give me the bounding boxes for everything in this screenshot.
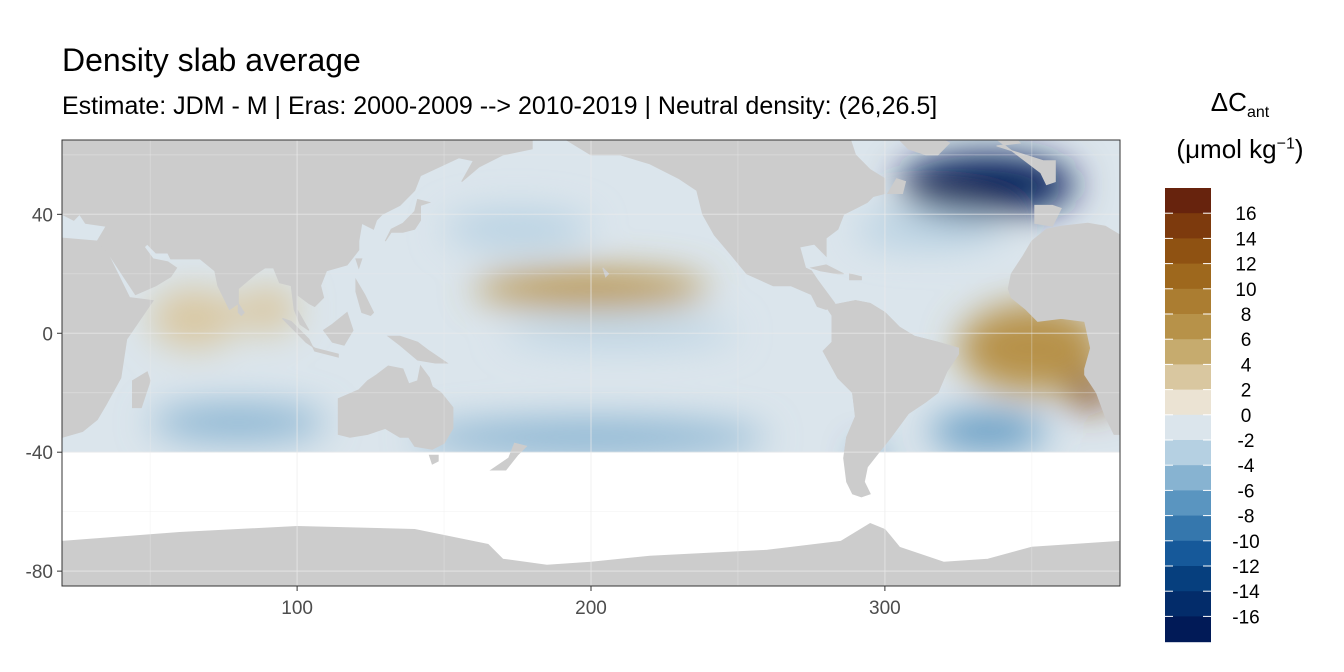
legend-label: -2: [1238, 431, 1255, 452]
legend-label: 12: [1235, 255, 1256, 276]
legend-label: -8: [1238, 507, 1255, 528]
legend-label: 0: [1241, 406, 1252, 427]
legend-label: 10: [1235, 280, 1256, 301]
legend-swatch: [1165, 188, 1211, 214]
color-legend: 16 14 12 10 8 6 4 2 0 -2 -4 -6 -8 -10 -12 -14 -16: [1165, 188, 1260, 642]
legend-swatch: [1165, 591, 1211, 617]
legend-label: 14: [1235, 229, 1257, 250]
legend-swatch: [1165, 213, 1211, 239]
field-south-atlantic: [929, 414, 1047, 450]
map-panel: [62, 137, 1120, 601]
field-north-atlantic-gyre: [856, 211, 1003, 247]
legend-swatch: [1165, 314, 1211, 340]
legend-label: -4: [1238, 456, 1255, 477]
legend-swatch: [1165, 566, 1211, 592]
y-axis: 40 0 -40 -80: [26, 205, 62, 583]
legend-swatch: [1165, 289, 1211, 315]
x-tick-label: 300: [869, 598, 901, 619]
legend-swatch: [1165, 390, 1211, 416]
legend-swatch: [1165, 364, 1211, 390]
x-tick-label: 200: [575, 598, 607, 619]
legend-swatch: [1165, 440, 1211, 466]
y-tick-label: -40: [26, 443, 53, 464]
legend-label: 8: [1241, 305, 1252, 326]
field-south-indian: [150, 405, 326, 441]
x-axis: 100 200 300: [281, 586, 900, 619]
legend-swatch: [1165, 541, 1211, 567]
field-bay-of-bengal: [238, 286, 297, 334]
field-north-pacific-subtropics: [444, 211, 591, 247]
legend-swatch: [1165, 339, 1211, 365]
legend-label: 6: [1241, 330, 1252, 351]
legend-label: -12: [1232, 557, 1259, 578]
legend-label: 4: [1241, 355, 1252, 376]
y-tick-label: 40: [32, 205, 53, 226]
y-tick-label: -80: [26, 562, 53, 583]
y-tick-label: 0: [42, 324, 53, 345]
x-tick-label: 100: [281, 598, 313, 619]
legend-swatch: [1165, 465, 1211, 491]
legend-label: -6: [1238, 481, 1255, 502]
legend-swatch: [1165, 490, 1211, 516]
chart-svg: 100 200 300 400-40-80 1614121086420-2-4-6-…: [0, 0, 1344, 672]
legend-swatch: [1165, 238, 1211, 264]
legend-swatch: [1165, 264, 1211, 290]
legend-label: 16: [1235, 204, 1256, 225]
legend-swatch: [1165, 516, 1211, 542]
legend-label: -10: [1232, 532, 1259, 553]
legend-label: 2: [1241, 381, 1252, 402]
legend-label: -14: [1232, 582, 1260, 603]
legend-swatch: [1165, 415, 1211, 441]
legend-swatch: [1165, 616, 1211, 642]
legend-label: -16: [1232, 607, 1259, 628]
